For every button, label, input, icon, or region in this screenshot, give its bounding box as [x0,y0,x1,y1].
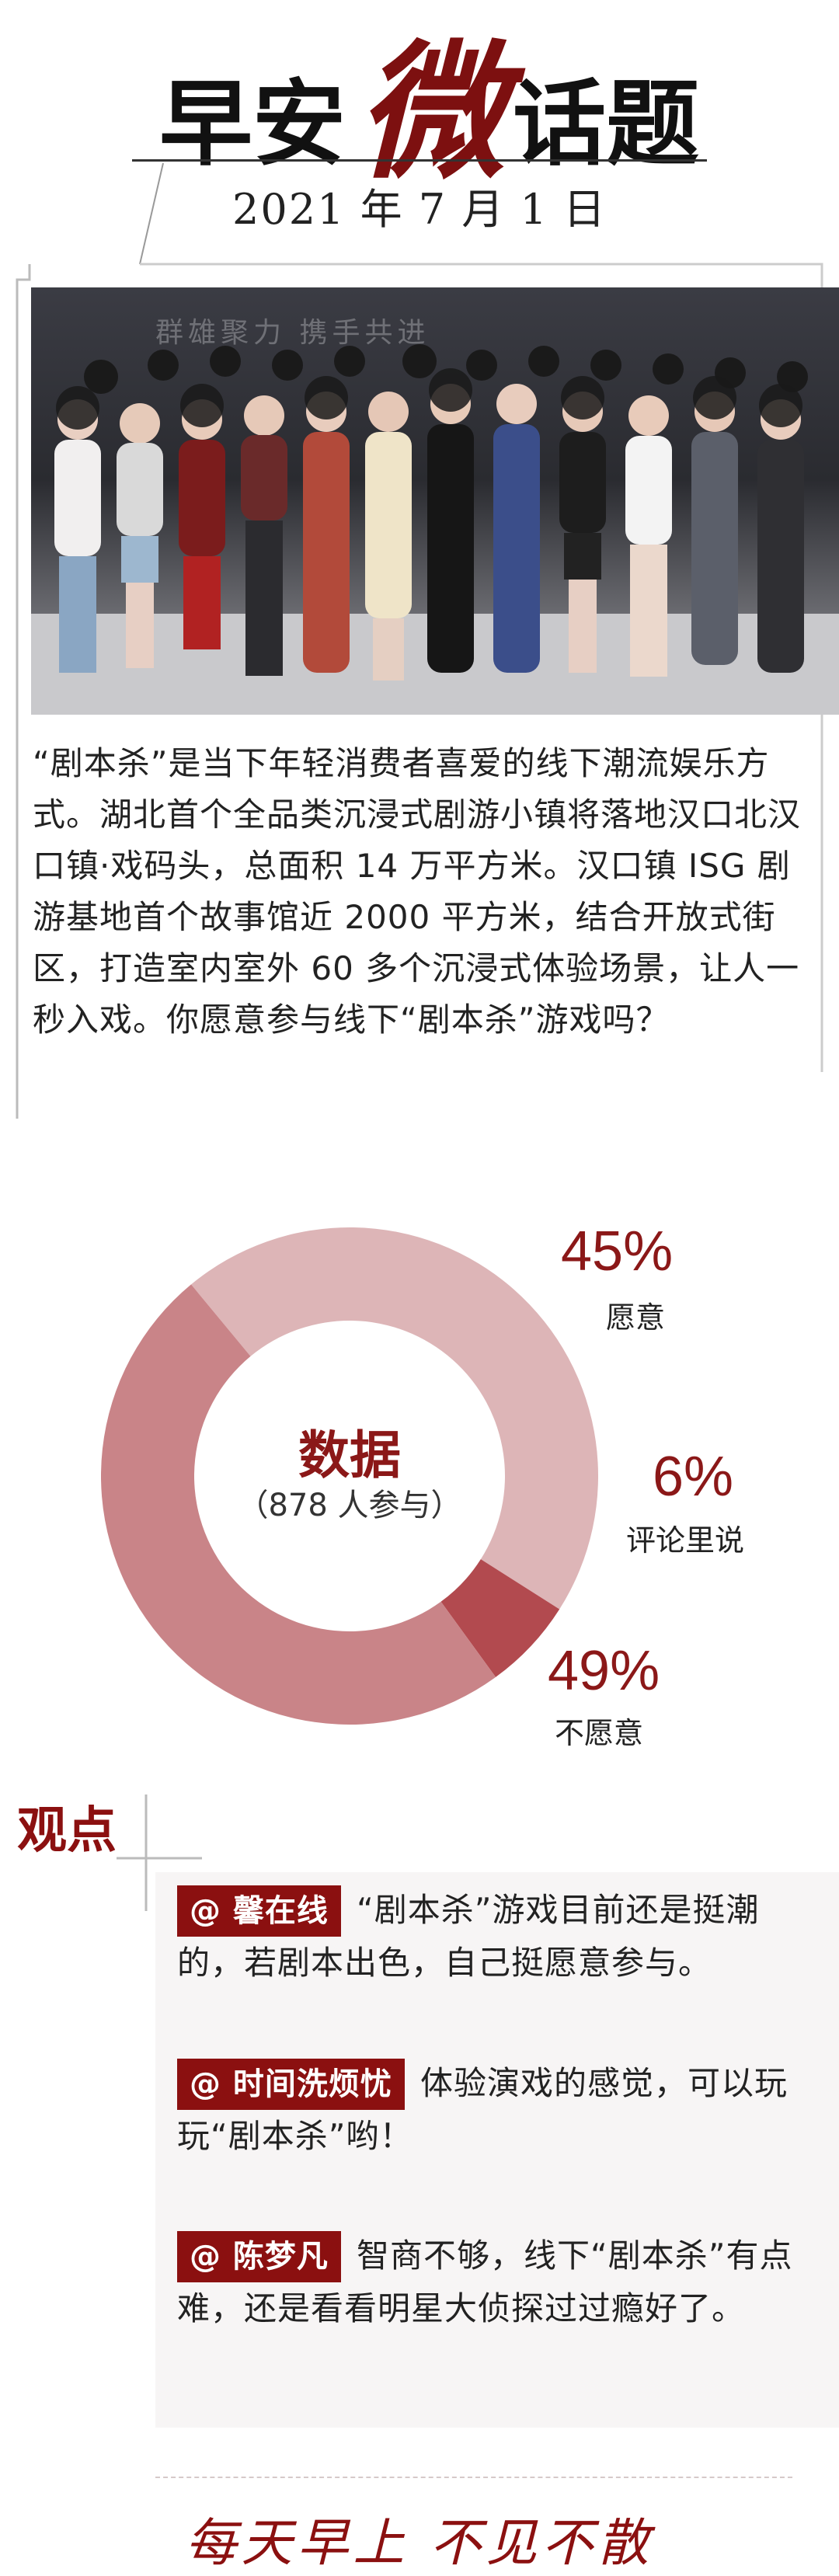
photo-illustration: 群雄聚力 携手共进 [31,287,839,715]
title-part-1: 早安 [159,69,346,179]
slice-2-label: 评论里说 [626,1523,745,1558]
comment-2: @ 时间洗烦忧 体验演戏的感觉，可以玩玩“剧本杀”哟！ [177,2057,814,2163]
footer-slogan: 每天早上 不见不散 [185,2513,654,2573]
comment-3-text: 智商不够，线下“剧本杀”有点难，还是看看明星大侦探过过瘾好了。 [177,2237,793,2327]
banner-text: 群雄聚力 携手共进 [155,317,430,349]
donut-chart [100,1227,598,1725]
footer-divider [155,2477,792,2478]
date-line: 2021 年 7 月 1 日 [232,185,607,234]
title-underline [132,159,707,162]
group-photo: 群雄聚力 携手共进 [31,287,839,715]
page-title: 早安 微 话题 [0,23,839,202]
slice-2-percent: 6% [653,1446,734,1508]
views-lines [117,1794,202,1911]
donut-slice-2 [440,1559,560,1677]
views-heading: 观点 [17,1802,117,1860]
slice-3-percent: 49% [548,1640,660,1702]
intro-paragraph: “剧本杀”是当下年轻消费者喜爱的线下潮流娱乐方式。湖北首个全品类沉浸式剧游小镇将… [33,744,802,1039]
chart-subtitle: （878 人参与） [237,1488,462,1523]
donut-slice-1 [191,1227,598,1610]
comment-3: @ 陈梦凡 智商不够，线下“剧本杀”有点难，还是看看明星大侦探过过瘾好了。 [177,2230,814,2335]
views-panel [155,1872,839,2428]
comment-2-handle: @ 时间洗烦忧 [177,2059,405,2110]
comment-3-handle: @ 陈梦凡 [177,2231,341,2282]
comment-1-handle: @ 馨在线 [177,1885,341,1937]
slice-1-label: 愿意 [606,1300,666,1335]
slice-1-percent: 45% [561,1220,674,1283]
frame-lines [16,162,823,1119]
comment-2-text: 体验演戏的感觉，可以玩玩“剧本杀”哟！ [177,2064,788,2155]
chart-title: 数据 [298,1426,401,1485]
title-part-2: 话题 [513,69,699,179]
donut-slice-3 [100,1284,496,1725]
comment-1: @ 馨在线 “剧本杀”游戏目前还是挺潮的，若剧本出色，自己挺愿意参与。 [177,1884,814,1989]
slice-3-label: 不愿意 [555,1716,644,1750]
comment-1-text: “剧本杀”游戏目前还是挺潮的，若剧本出色，自己挺愿意参与。 [177,1891,760,1982]
